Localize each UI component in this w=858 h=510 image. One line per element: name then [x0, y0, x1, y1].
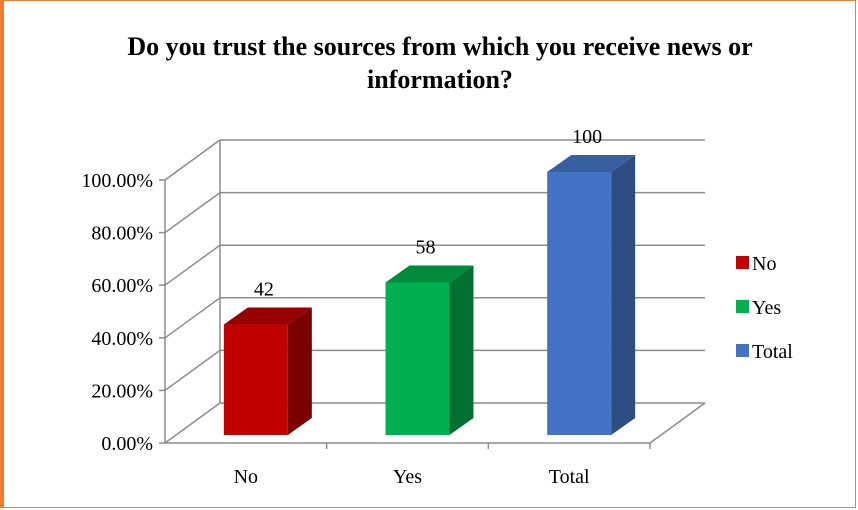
legend-swatch	[736, 256, 749, 269]
bar-side	[287, 307, 312, 435]
legend-swatch	[736, 300, 749, 313]
gridline-depth	[164, 139, 221, 181]
legend-label: No	[752, 253, 776, 275]
x-tick-label: No	[234, 466, 258, 488]
bar-no	[223, 324, 288, 435]
bar-top	[223, 307, 312, 325]
bar-top	[385, 265, 474, 283]
bar-total	[547, 172, 612, 435]
legend-label: Yes	[752, 297, 781, 319]
data-label: 58	[416, 236, 436, 258]
legend-swatch	[736, 344, 749, 357]
y-tick-label: 20.00%	[91, 380, 153, 402]
legend-label: Total	[752, 341, 793, 363]
gridline-depth	[164, 244, 221, 286]
gridline-depth	[164, 402, 221, 444]
y-tick-label: 80.00%	[91, 223, 153, 245]
x-tick-label: Yes	[393, 466, 422, 488]
gridline-depth	[164, 349, 221, 392]
gridline-depth	[164, 297, 221, 339]
bar-top	[547, 155, 636, 172]
chart-title: Do you trust the sources from which you …	[127, 32, 753, 94]
x-tick-label: Total	[549, 466, 590, 488]
data-label: 100	[572, 126, 602, 148]
data-label: 42	[254, 279, 274, 301]
bar-yes	[385, 282, 450, 435]
y-tick-label: 60.00%	[91, 275, 153, 297]
bar-side	[611, 155, 636, 435]
bar-side	[449, 265, 474, 435]
gridline-depth	[164, 191, 221, 234]
y-tick-label: 100.00%	[81, 170, 153, 192]
floor-edge	[649, 402, 706, 444]
y-tick-label: 0.00%	[101, 433, 153, 455]
y-tick-label: 40.00%	[91, 328, 153, 350]
